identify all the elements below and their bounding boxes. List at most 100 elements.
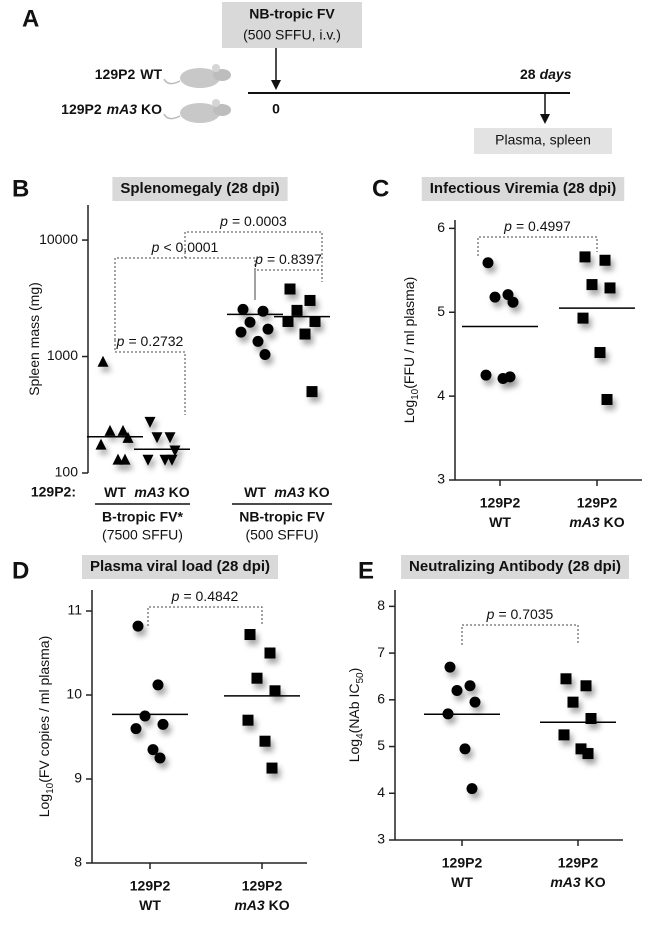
title-group: Infectious Viremia (28 dpi) [421, 177, 625, 201]
panel-label: B [12, 175, 29, 202]
x-tick-label: WT [104, 484, 126, 500]
data-point [119, 453, 131, 465]
data-point [117, 424, 129, 436]
y-tick-label: 4 [377, 784, 385, 800]
group-dose: (7500 SFFU) [102, 527, 183, 543]
data-point [269, 685, 281, 697]
data-point [242, 714, 254, 726]
group-dose: (500 SFFU) [245, 527, 318, 543]
text-part: mA3 [107, 101, 138, 117]
text-part: WT [244, 484, 266, 500]
x-tick-label: 129P2 [577, 495, 618, 511]
group-label: 129P2 WT [95, 66, 163, 82]
text-part: = 0.4842 [183, 588, 238, 604]
comparison-label: p = 0.2732 [116, 333, 184, 349]
x-tick-label: 129P2 [480, 495, 521, 511]
x-tick-label: 129P2 [242, 878, 283, 894]
text-part: Log [346, 739, 362, 762]
data-point [304, 294, 316, 306]
data-point [264, 647, 276, 659]
x-tick-label: mA3 KO [274, 484, 329, 500]
infection-dose: (500 SFFU, i.v.) [243, 27, 341, 43]
data-point [482, 257, 494, 269]
endpoint-box [474, 128, 612, 154]
data-point [480, 369, 492, 381]
data-point [142, 454, 154, 466]
mouse-body [180, 103, 220, 123]
text-part: 4 [355, 733, 366, 739]
data-point [451, 684, 463, 696]
text-part: mA3 [550, 874, 581, 890]
text-part: Spleen mass (mg) [26, 282, 42, 396]
comparison-bracket [114, 340, 186, 415]
y-tick-label: 3 [437, 471, 445, 487]
data-point [459, 743, 471, 755]
mouse-tail [163, 113, 181, 120]
chart-title: Infectious Viremia (28 dpi) [430, 180, 616, 197]
title-group: Splenomegaly (28 dpi) [112, 177, 288, 201]
y-tick-label: 6 [377, 691, 385, 707]
mouse-head [213, 69, 231, 81]
data-point [601, 393, 613, 405]
x-tick-label: mA3 KO [550, 874, 605, 890]
data-point [291, 304, 303, 316]
data-point [104, 424, 116, 436]
comparison-label: p = 0.4997 [503, 218, 571, 234]
time-end: 28 days [520, 66, 572, 82]
title-box [81, 555, 279, 579]
data-point [444, 661, 456, 673]
data-point [169, 445, 181, 457]
y-tick-label: 5 [437, 303, 445, 319]
text-part: ) [346, 668, 362, 673]
text-part: = 0.8397 [267, 251, 322, 267]
x-tick-label: mA3 KO [134, 484, 189, 500]
data-point [259, 735, 271, 747]
comparison-label: p = 0.0003 [219, 213, 287, 229]
data-point [237, 303, 249, 315]
x-tick-label: mA3 KO [569, 514, 624, 530]
title-box [421, 177, 625, 201]
data-point [582, 748, 594, 760]
text-part: KO [309, 484, 330, 500]
data-point [560, 673, 572, 685]
x-tick-label: mA3 KO [234, 897, 289, 913]
data-point [130, 723, 142, 735]
y-tick-label: 1000 [47, 347, 78, 363]
text-part: = 0.2732 [128, 333, 183, 349]
data-point [464, 680, 476, 692]
data-point [244, 316, 256, 328]
mouse-body [180, 68, 220, 88]
data-point [235, 326, 247, 338]
data-point [306, 386, 318, 398]
title-box [112, 177, 288, 201]
data-point [309, 315, 321, 327]
x-tick-label: WT [451, 874, 473, 890]
group-name: NB-tropic FV [239, 509, 325, 525]
text-part: p [151, 239, 160, 255]
arrow-head [540, 114, 550, 124]
data-point [567, 696, 579, 708]
comparison-bracket [461, 624, 579, 645]
text-part: WT [140, 66, 162, 82]
panel-label: E [358, 557, 374, 584]
data-point [580, 680, 592, 692]
panel-label: A [22, 5, 39, 32]
text-part: p [219, 213, 228, 229]
infection-agent: NB-tropic FV [249, 6, 335, 22]
text-part: 10 [45, 782, 56, 794]
data-point [132, 620, 144, 632]
text-part: p [116, 333, 125, 349]
y-tick-label: 100 [55, 464, 79, 480]
mouse-tail [163, 78, 181, 85]
comparison-label: p = 0.4842 [171, 588, 239, 604]
text-part: WT [139, 897, 161, 913]
text-part: 129P2 [61, 101, 102, 117]
text-part: = 0.7035 [498, 606, 553, 622]
text-part: mA3 [274, 484, 305, 500]
y-tick-label: 10000 [39, 231, 78, 247]
text-part: p [503, 218, 512, 234]
mouse-ear [212, 64, 220, 72]
y-tick-label: 5 [377, 737, 385, 753]
data-point [507, 296, 519, 308]
